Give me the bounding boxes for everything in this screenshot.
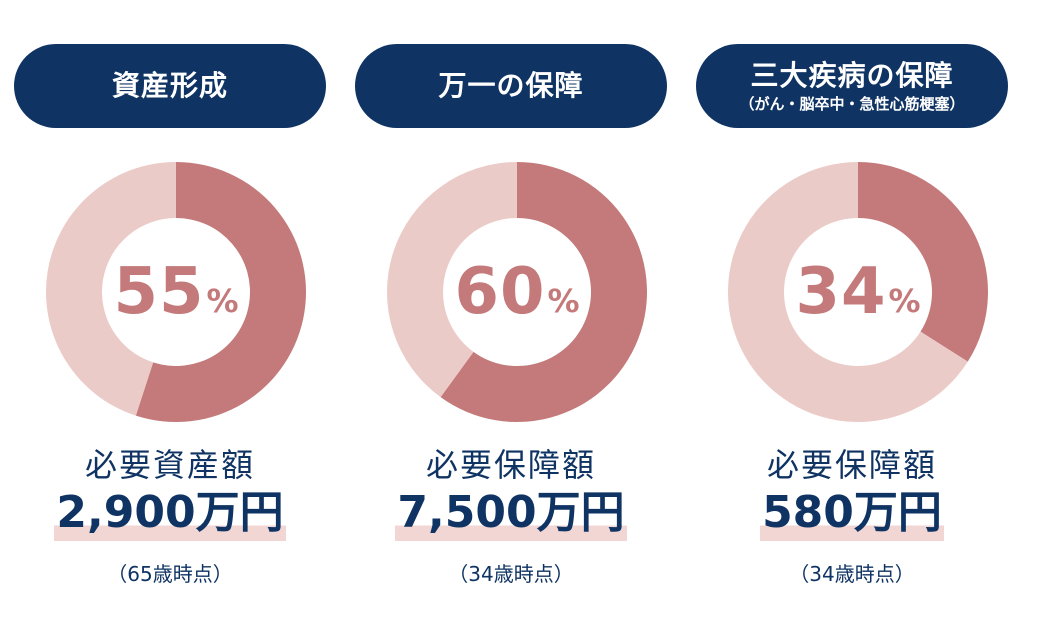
- required-amount: 580万円: [760, 485, 944, 541]
- required-amount: 7,500万円: [395, 485, 627, 541]
- percent-readout: 55 %: [44, 160, 308, 424]
- required-label: 必要保障額: [766, 446, 937, 484]
- panel-critical-illness: 三大疾病の保障 （がん・脳卒中・急性心筋梗塞） 34 % 必要保障額 580万円…: [696, 0, 1008, 624]
- category-title: 資産形成: [111, 69, 228, 103]
- slice-primary: [440, 162, 647, 422]
- category-title: 三大疾病の保障: [750, 59, 954, 93]
- required-label: 必要保障額: [425, 446, 596, 484]
- category-subtitle: （がん・脳卒中・急性心筋梗塞）: [739, 94, 965, 113]
- percent-sign: %: [206, 282, 239, 320]
- slice-primary: [858, 162, 988, 362]
- amount-row: 2,900万円: [14, 485, 326, 541]
- donut-chart: [387, 162, 647, 422]
- category-pill: 資産形成: [14, 44, 326, 128]
- donut-chart: [46, 162, 307, 422]
- percent-value: 34: [795, 255, 887, 329]
- slice-remainder: [387, 162, 517, 398]
- age-note: （34歳時点）: [448, 562, 574, 586]
- panel-asset-formation: 資産形成 55 % 必要資産額 2,900万円 （65歳時点）: [14, 0, 326, 624]
- age-note: （34歳時点）: [789, 562, 915, 586]
- required-label: 必要資産額: [84, 446, 255, 484]
- category-pill: 万一の保障: [355, 44, 667, 128]
- percent-value: 55: [113, 255, 205, 329]
- amount-row: 7,500万円: [355, 485, 667, 541]
- category-title: 万一の保障: [438, 69, 584, 103]
- percent-readout: 60 %: [385, 160, 649, 424]
- slice-remainder: [46, 162, 176, 416]
- required-amount: 2,900万円: [54, 485, 286, 541]
- amount-row: 580万円: [696, 485, 1008, 541]
- percent-sign: %: [888, 282, 921, 320]
- panel-death-protection: 万一の保障 60 % 必要保障額 7,500万円 （34歳時点）: [355, 0, 667, 624]
- age-note: （65歳時点）: [107, 562, 233, 586]
- slice-primary: [135, 162, 307, 422]
- percent-readout: 34 %: [726, 160, 990, 424]
- donut-chart: [728, 162, 988, 423]
- category-pill: 三大疾病の保障 （がん・脳卒中・急性心筋梗塞）: [696, 44, 1008, 128]
- slice-remainder: [728, 162, 968, 423]
- percent-sign: %: [547, 282, 580, 320]
- percent-value: 60: [454, 255, 546, 329]
